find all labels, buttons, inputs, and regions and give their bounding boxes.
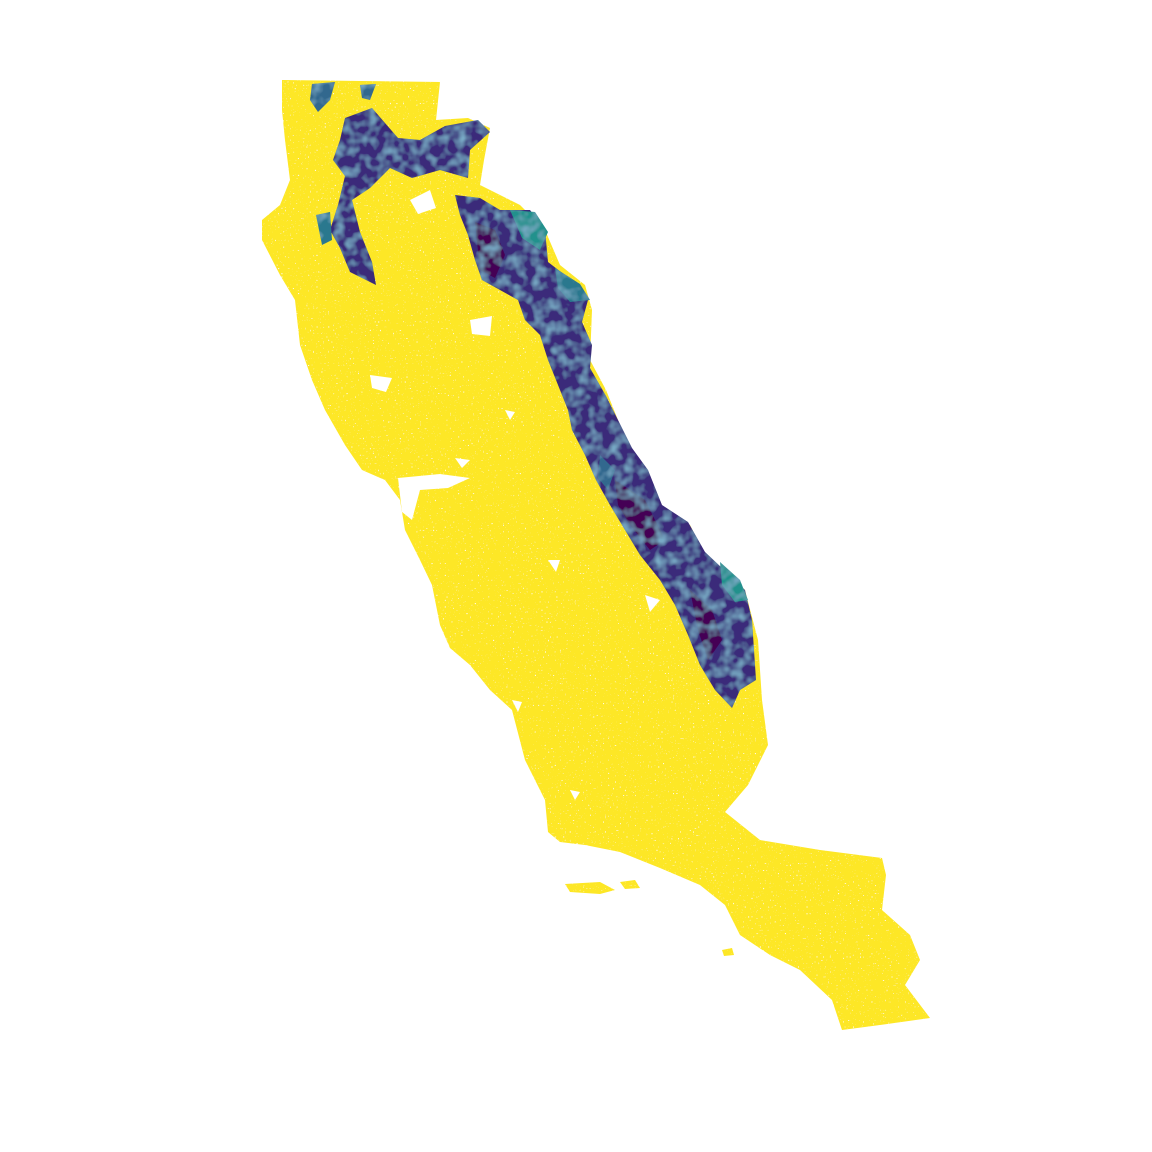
eastern-deep-core bbox=[475, 222, 505, 278]
lake-void bbox=[645, 595, 660, 612]
channel-island bbox=[722, 948, 734, 956]
lake-void bbox=[470, 316, 492, 336]
northern-dark-band bbox=[330, 108, 490, 285]
lake-void bbox=[505, 410, 515, 420]
eastern-deep-core bbox=[690, 590, 722, 660]
lake-void bbox=[570, 790, 580, 800]
lake-void bbox=[410, 190, 436, 214]
sierra-band bbox=[455, 195, 756, 708]
california-land bbox=[262, 80, 930, 1030]
eastern-teal-fringe bbox=[598, 455, 615, 490]
lake-void bbox=[548, 560, 560, 572]
bay-void bbox=[398, 474, 470, 520]
void-layer bbox=[370, 190, 660, 800]
channel-island bbox=[620, 880, 640, 889]
eastern-teal-fringe bbox=[555, 268, 590, 302]
land-layer bbox=[262, 80, 930, 1030]
lake-void bbox=[512, 700, 522, 712]
eastern-teal-fringe bbox=[720, 562, 748, 602]
lake-void bbox=[370, 375, 392, 392]
eastern-teal-fringe bbox=[510, 210, 548, 250]
northern-teal-patch bbox=[310, 82, 335, 112]
lake-void bbox=[455, 458, 470, 468]
eastern-dark-band bbox=[455, 195, 756, 708]
northern-teal-patch bbox=[360, 84, 376, 100]
klamath-band bbox=[310, 82, 490, 285]
eastern-deep-core bbox=[615, 480, 665, 550]
northern-teal-patch bbox=[316, 212, 332, 245]
channel-island bbox=[565, 882, 615, 894]
